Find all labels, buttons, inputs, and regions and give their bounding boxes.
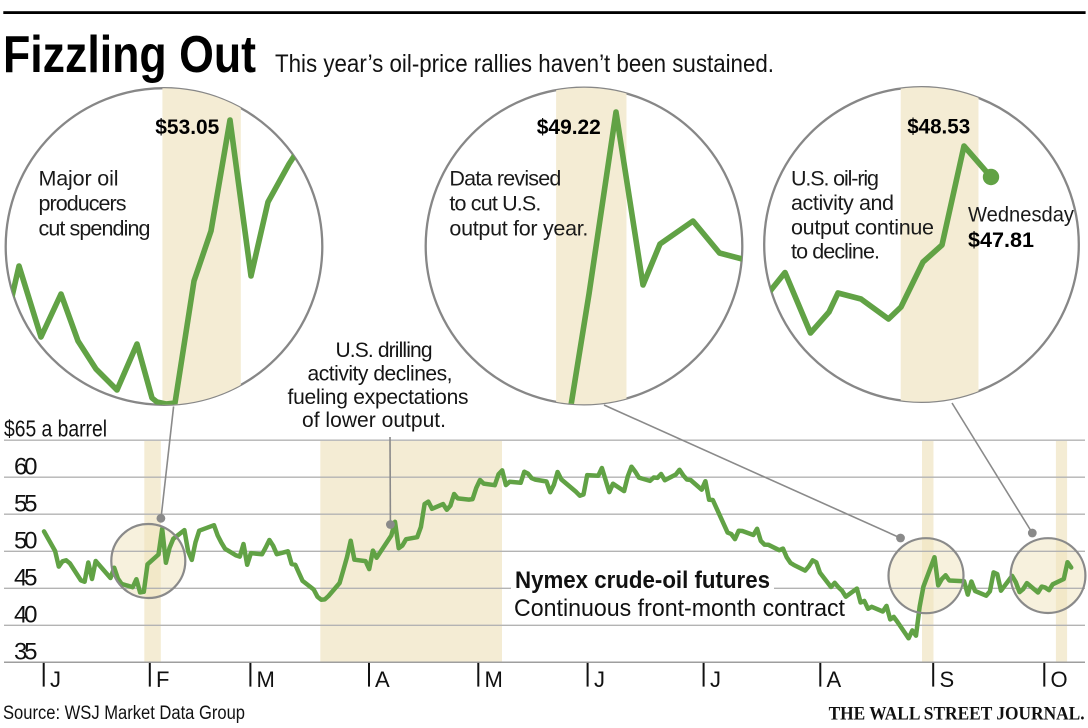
svg-text:M: M [485, 667, 503, 692]
svg-text:$65 a barrel: $65 a barrel [4, 416, 107, 442]
svg-text:60: 60 [14, 453, 38, 480]
svg-text:40: 40 [14, 602, 38, 629]
svg-text:$48.53: $48.53 [907, 115, 970, 139]
svg-text:50: 50 [14, 528, 38, 555]
svg-text:45: 45 [14, 565, 38, 592]
svg-text:S: S [940, 667, 955, 692]
svg-text:of lower output.: of lower output. [302, 409, 446, 432]
svg-text:A: A [375, 667, 390, 692]
svg-text:Source: WSJ Market Data Group: Source: WSJ Market Data Group [3, 703, 245, 724]
svg-text:Data revised: Data revised [449, 167, 561, 191]
svg-text:Major oil: Major oil [39, 167, 119, 191]
svg-text:O: O [1051, 667, 1068, 692]
svg-text:U.S. drilling: U.S. drilling [336, 339, 433, 362]
svg-text:J: J [50, 667, 61, 692]
svg-text:to cut U.S.: to cut U.S. [449, 191, 541, 215]
svg-text:35: 35 [14, 639, 38, 666]
svg-text:output continue: output continue [791, 215, 934, 239]
svg-text:Continuous front-month contrac: Continuous front-month contract [514, 595, 845, 622]
svg-text:fueling expectations: fueling expectations [288, 386, 469, 409]
svg-text:This year’s oil-price rallies: This year’s oil-price rallies haven’t be… [275, 50, 774, 78]
svg-text:producers: producers [39, 191, 127, 215]
svg-text:J: J [594, 667, 605, 692]
svg-text:M: M [257, 667, 275, 692]
svg-text:Nymex crude-oil futures: Nymex crude-oil futures [515, 567, 770, 594]
svg-text:output for year.: output for year. [449, 216, 588, 240]
svg-text:J: J [710, 667, 721, 692]
svg-text:Wednesday: Wednesday [968, 203, 1074, 227]
svg-text:THE WALL STREET JOURNAL.: THE WALL STREET JOURNAL. [829, 704, 1085, 725]
svg-text:U.S. oil-rig: U.S. oil-rig [791, 167, 879, 191]
svg-text:to decline.: to decline. [791, 240, 880, 264]
svg-text:55: 55 [14, 490, 38, 517]
svg-text:F: F [156, 667, 169, 692]
svg-text:$49.22: $49.22 [537, 115, 601, 139]
svg-text:A: A [827, 667, 842, 692]
svg-text:Fizzling Out: Fizzling Out [3, 26, 256, 84]
svg-text:$47.81: $47.81 [968, 228, 1034, 252]
svg-text:$53.05: $53.05 [155, 115, 219, 139]
svg-text:activity declines,: activity declines, [308, 362, 453, 385]
svg-text:activity and: activity and [791, 191, 894, 215]
svg-text:cut spending: cut spending [39, 216, 151, 240]
